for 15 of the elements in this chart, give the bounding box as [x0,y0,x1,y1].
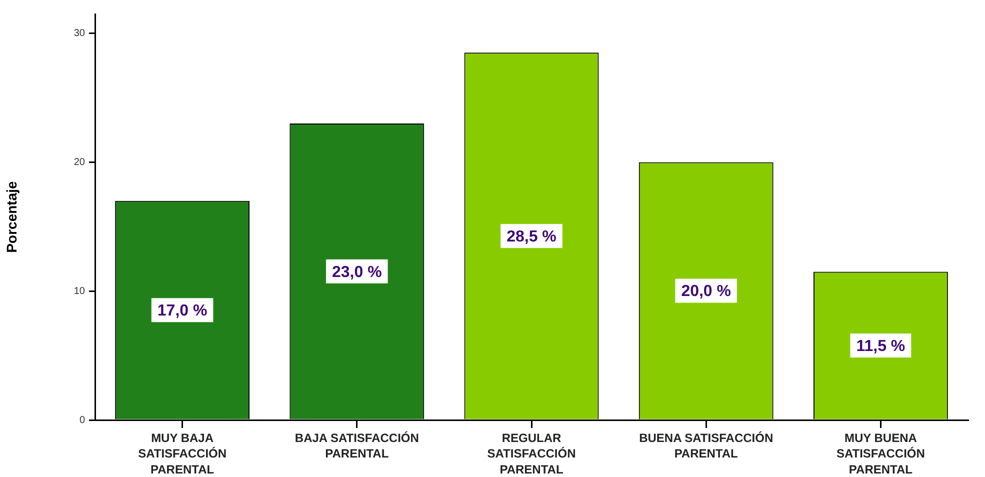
data-label: 23,0 % [332,264,382,281]
x-tick-label: REGULAR SATISFACCIÓN PARENTAL [487,431,576,476]
data-label: 17,0 % [157,302,208,320]
y-tick-label: 20 [74,156,86,168]
x-tick-label: MUY BAJA SATISFACCIÓN PARENTAL [138,431,227,476]
y-axis-title: Porcentaje [3,180,20,253]
y-tick-label: 30 [74,28,86,40]
data-label: 20,0 % [681,283,732,300]
x-tick-label: BAJA SATISFACCIÓN PARENTAL [294,431,419,461]
x-tick-label: MUY BUENA SATISFACCIÓN PARENTAL [836,431,925,476]
y-tick-label: 0 [79,414,86,426]
data-label: 11,5 % [856,338,906,355]
y-tick-label: 10 [74,286,86,297]
data-label: 28,5 % [506,228,556,246]
x-tick-label: BUENA SATISFACCIÓN PARENTAL [639,431,774,461]
